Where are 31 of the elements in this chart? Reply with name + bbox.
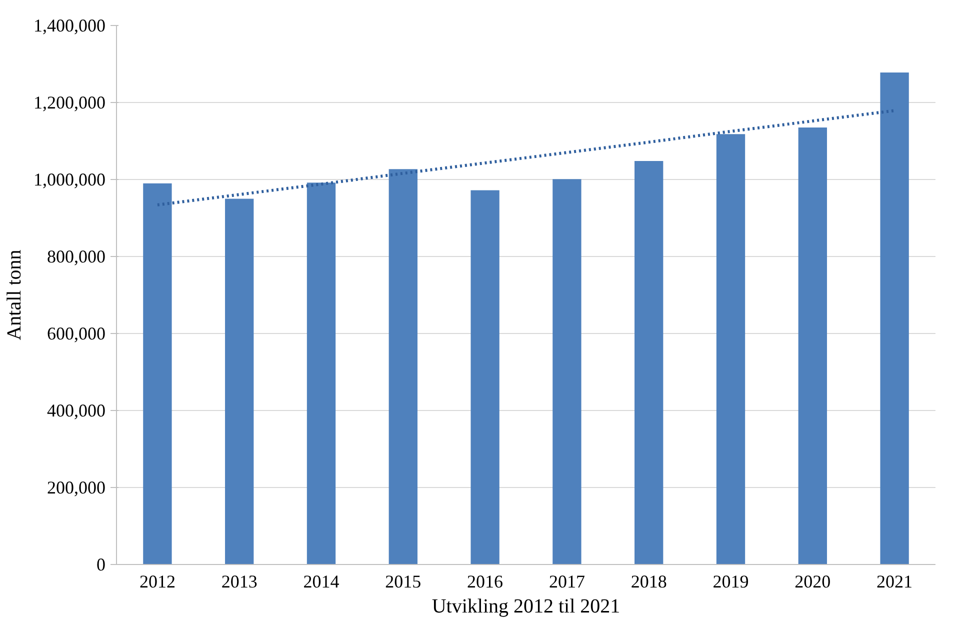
x-tick-label: 2017: [548, 572, 585, 592]
y-tick-label: 200,000: [47, 478, 106, 498]
bar: [634, 161, 664, 564]
bar: [880, 72, 909, 564]
bar: [388, 169, 418, 564]
y-tick-label: 600,000: [47, 324, 106, 344]
bar: [143, 183, 172, 564]
y-tick-label: 1,400,000: [34, 16, 106, 36]
bar: [225, 198, 254, 564]
x-axis-title: Utvikling 2012 til 2021: [432, 596, 620, 618]
y-axis-title: Antall tonn: [4, 250, 26, 340]
x-tick-label: 2013: [221, 572, 258, 592]
bar: [798, 128, 827, 564]
x-tick-label: 2020: [794, 572, 831, 592]
x-tick-label: 2014: [303, 572, 340, 592]
x-tick-label: 2015: [385, 572, 422, 592]
bar: [552, 179, 582, 564]
y-tick-label: 1,200,000: [34, 92, 106, 112]
y-tick-label: 1,000,000: [34, 170, 106, 190]
x-tick-label: 2016: [467, 572, 504, 592]
x-tick-label: 2018: [630, 572, 667, 592]
bar: [306, 182, 336, 564]
y-tick-label: 400,000: [47, 400, 106, 420]
line-series: [156, 109, 896, 206]
bar: [716, 134, 746, 564]
x-tick-label: 2012: [139, 572, 176, 592]
bar: [470, 190, 500, 564]
y-tick-label: 800,000: [47, 246, 106, 266]
y-tick-label: 0: [96, 554, 106, 574]
x-tick-label: 2021: [876, 572, 913, 592]
x-tick-label: 2019: [712, 572, 749, 592]
